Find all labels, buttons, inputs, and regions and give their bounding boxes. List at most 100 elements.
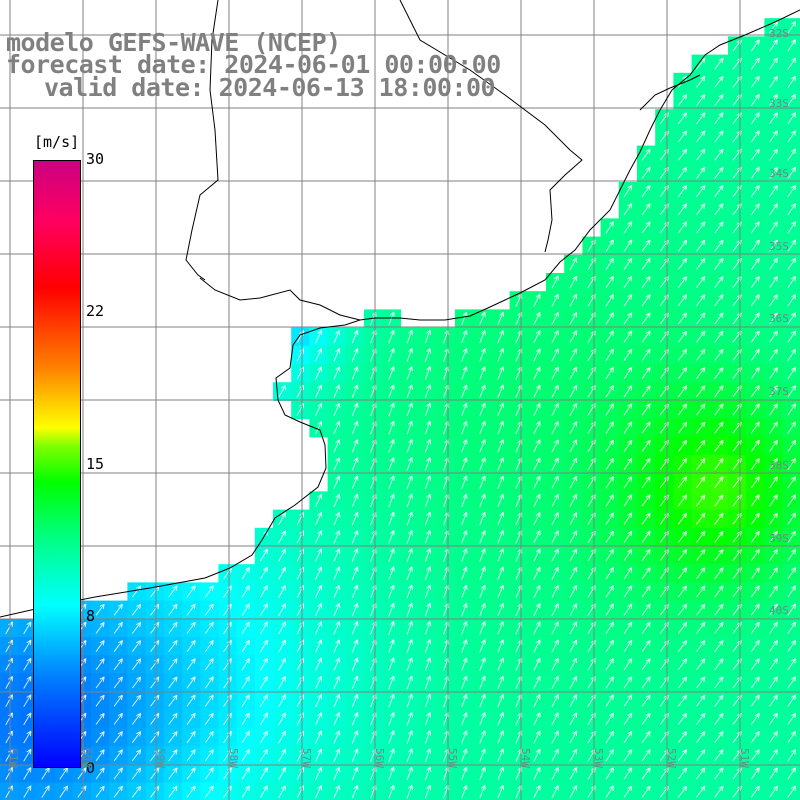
wind-arrow [605,239,614,252]
wind-arrow [351,511,359,526]
wind-arrow [260,639,268,653]
wind-arrow [569,330,578,344]
wind-arrow [351,657,359,671]
wind-arrow [769,512,778,525]
wind-arrow [769,112,778,125]
wind-arrow [351,457,359,471]
wind-arrow [569,621,578,635]
wind-arrow [641,330,651,343]
wind-arrow [95,749,105,762]
wind-arrow [479,639,486,653]
colorbar-tick-30: 30 [86,150,105,168]
wind-arrow [241,658,250,671]
wind-arrow [278,384,286,398]
wind-arrow [41,785,50,798]
wind-arrow [168,785,178,798]
wind-arrow [750,694,760,707]
wind-arrow [696,749,706,762]
wind-arrow [569,293,578,307]
wind-arrow [23,712,32,726]
wind-arrow [497,639,504,653]
wind-arrow [623,439,633,452]
wind-arrow [750,767,760,780]
wind-arrow [623,512,633,525]
wind-arrow [204,767,214,780]
wind-arrow [569,676,578,689]
wind-arrow [424,438,432,453]
wind-arrow [696,658,706,671]
wind-arrow [23,657,32,671]
wind-arrow [23,694,32,707]
wind-arrow [278,548,286,562]
wind-arrow [787,530,797,543]
wind-arrow [750,585,760,598]
wind-arrow [479,530,486,544]
wind-arrow [260,748,268,762]
wind-arrow [641,203,651,216]
wind-arrow [23,785,32,798]
coastline [0,0,800,618]
wind-arrow [278,657,286,671]
wind-arrow [168,694,178,707]
wind-arrow [677,494,688,507]
wind-arrow [641,312,651,325]
wind-arrow [750,185,760,198]
wind-arrow [605,621,614,635]
wind-arrow [750,94,760,107]
wind-arrow [569,312,578,325]
wind-arrow [769,785,778,798]
valid-date: valid date: 2024-06-13 18:00:00 [44,73,496,102]
wind-arrow [696,130,706,143]
wind-arrow [677,567,688,580]
wind-arrow [551,457,559,471]
lon-label-59w: 59W [154,748,167,768]
wind-arrow [168,585,178,598]
wind-arrow [131,731,142,743]
wind-arrow [769,348,778,361]
wind-arrow [260,694,268,707]
wind-arrow [278,694,286,708]
wind-arrow [388,730,395,744]
wind-arrow [497,566,504,580]
wind-arrow [623,730,633,744]
wind-arrow [260,621,268,635]
wind-arrow [750,312,760,325]
wind-arrow [641,785,651,798]
wind-arrow [479,548,486,562]
wind-arrow [406,784,413,799]
wind-arrow [406,675,413,690]
wind-arrow [605,785,614,798]
wind-arrow [551,748,559,762]
wind-arrow [533,530,541,544]
wind-arrow [150,640,160,652]
wind-arrow [623,457,633,471]
wind-arrow [351,420,359,435]
wind-arrow [260,712,268,726]
wind-arrow [479,584,486,599]
wind-arrow [714,239,724,252]
wind-arrow [641,385,651,398]
wind-arrow [260,603,268,616]
wind-arrow [168,767,178,780]
wind-arrow [714,148,724,161]
wind-arrow [204,603,214,616]
wind-arrow [351,784,359,799]
wind-arrow [260,767,268,780]
wind-arrow [769,94,778,107]
wind-arrow [750,239,760,252]
wind-arrow [750,676,760,689]
wind-arrow [424,366,432,380]
lat-label-36s: 36S [769,312,789,325]
wind-arrow [569,585,578,598]
wind-arrow [641,658,651,671]
wind-arrow [623,348,633,361]
wind-arrow [714,530,724,543]
wind-arrow [424,329,432,344]
wind-arrow [623,366,633,380]
wind-arrow [461,766,468,781]
wind-arrow [696,348,706,361]
wind-arrow [787,130,797,143]
wind-arrow [479,693,486,708]
wind-arrow [750,658,760,671]
wind-arrow [533,566,541,580]
